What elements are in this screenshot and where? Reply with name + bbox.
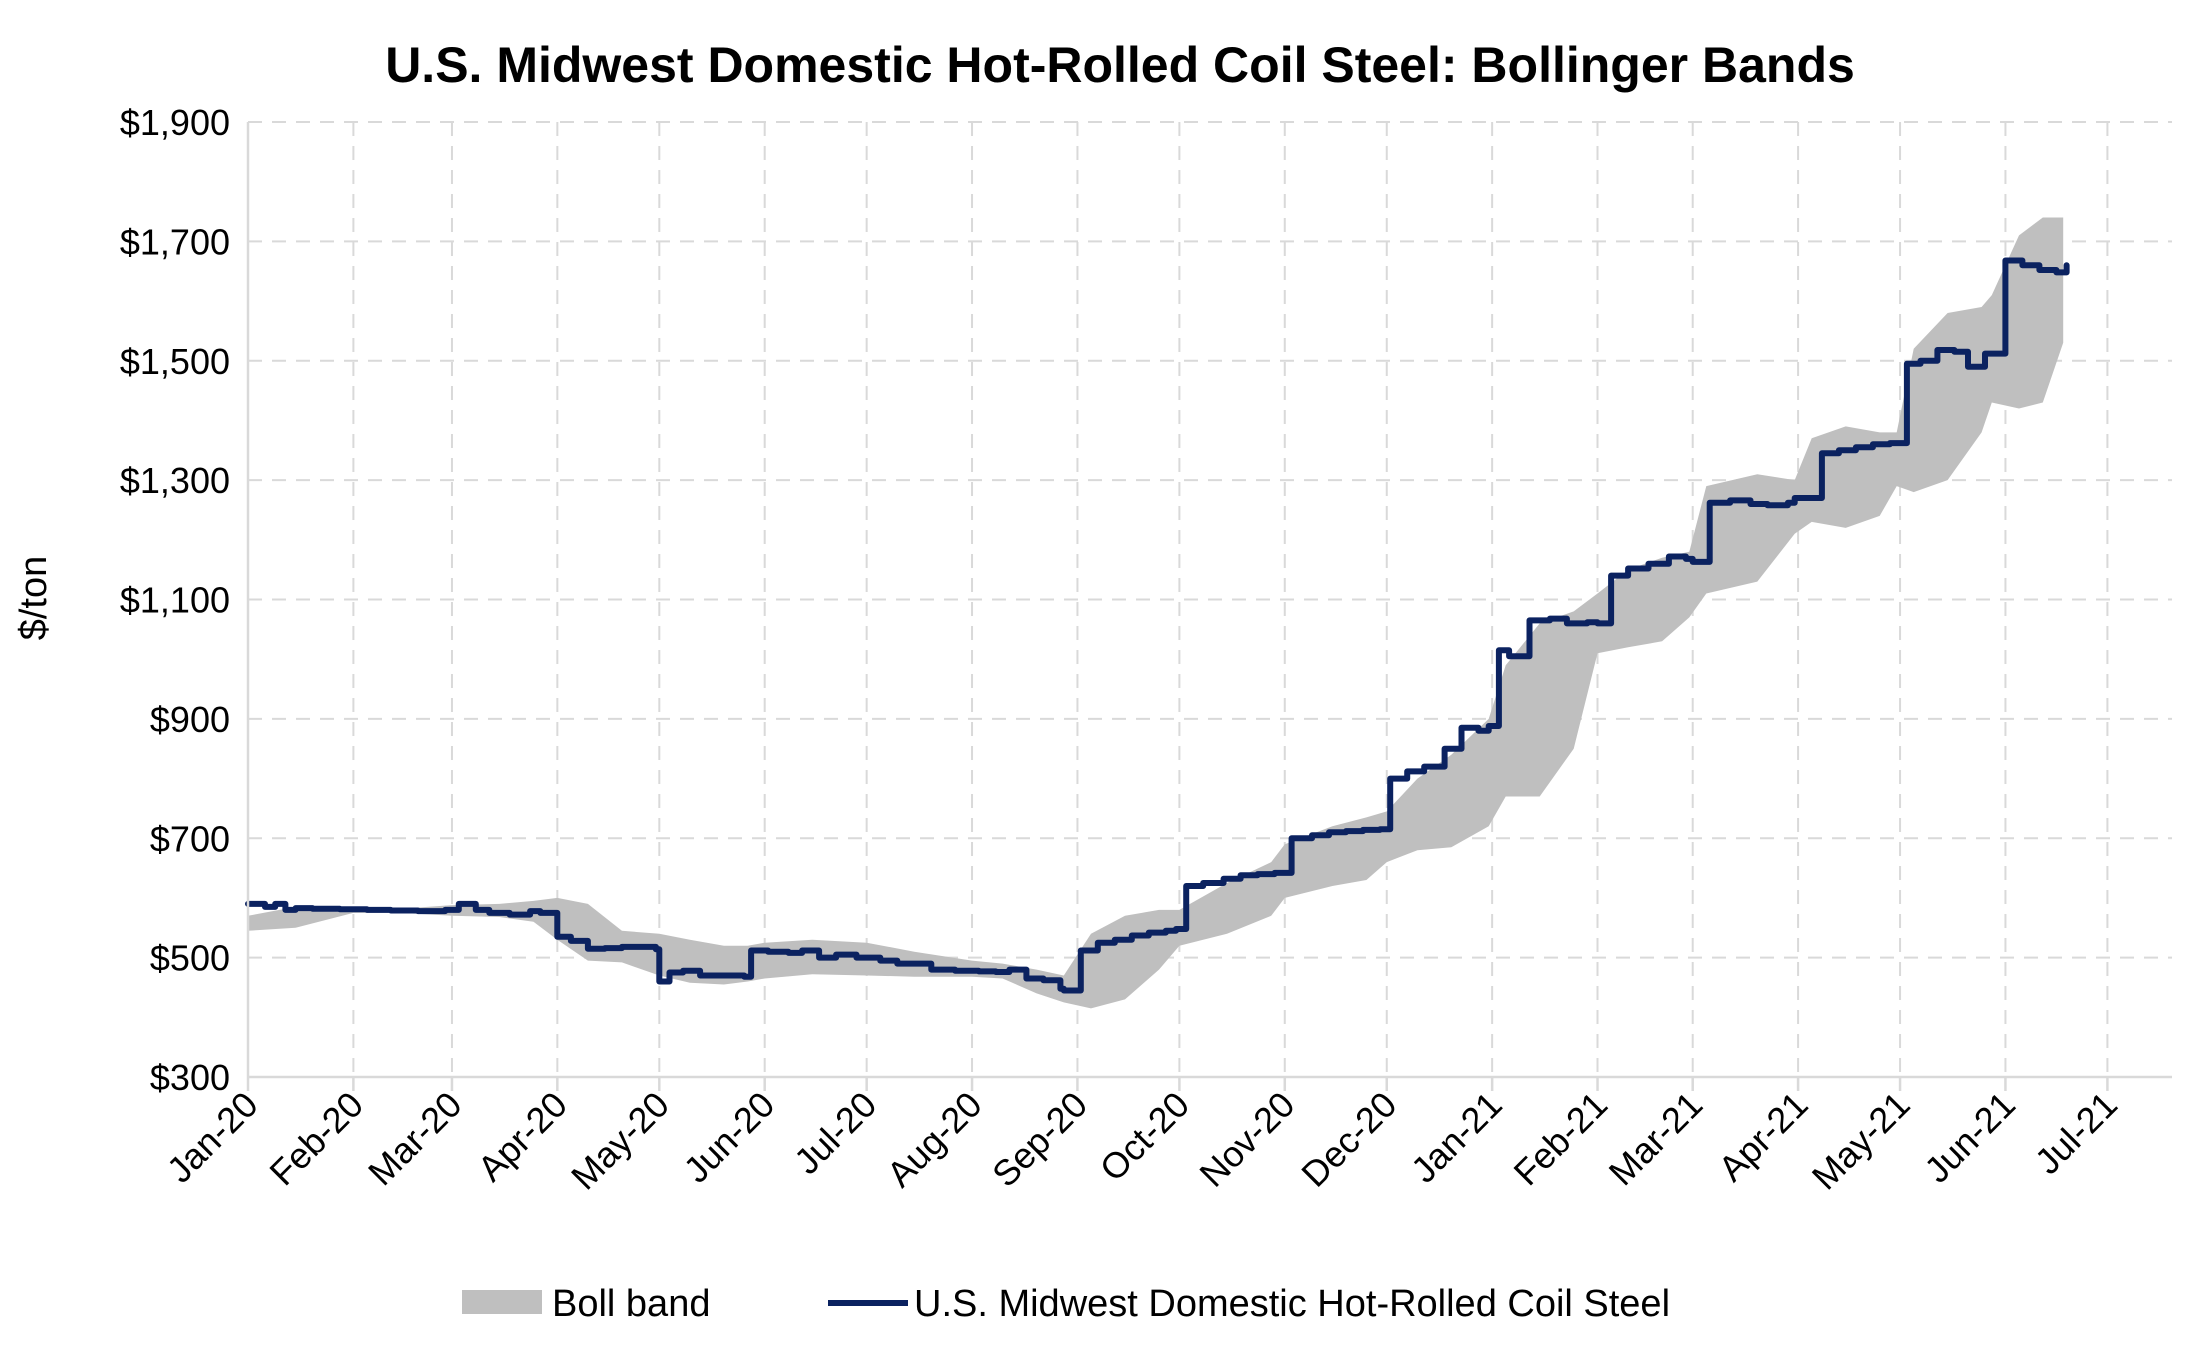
x-tick-label: Jun-21 xyxy=(1916,1084,2023,1191)
legend: Boll band U.S. Midwest Domestic Hot-Rolle… xyxy=(462,1283,1670,1325)
x-tick-label: Sep-20 xyxy=(984,1084,1095,1195)
x-tick-label: Mar-21 xyxy=(1601,1084,1711,1194)
x-tick-label: Jul-20 xyxy=(786,1084,884,1182)
y-axis-ticks: $300 $500 $700 $900 $1,100 $1,300 $1,500 $1,700… xyxy=(120,102,230,1098)
x-tick-label: Oct-20 xyxy=(1092,1084,1197,1189)
chart-title: U.S. Midwest Domestic Hot-Rolled Coil St… xyxy=(385,37,1855,93)
x-tick-label: Aug-20 xyxy=(879,1084,990,1195)
legend-swatch-boll-band xyxy=(462,1290,542,1314)
y-tick-label: $300 xyxy=(150,1057,230,1098)
y-tick-label: $700 xyxy=(150,818,230,859)
x-tick-label: Jan-21 xyxy=(1403,1084,1510,1191)
x-tick-label: Apr-21 xyxy=(1710,1084,1815,1189)
y-tick-label: $1,500 xyxy=(120,341,230,382)
boll-band-area xyxy=(248,217,2064,1009)
x-tick-label: Jun-20 xyxy=(676,1084,783,1191)
axes xyxy=(246,122,2172,1091)
boll-band xyxy=(248,217,2064,1009)
x-tick-label: May-20 xyxy=(563,1084,677,1198)
legend-label-price-line: U.S. Midwest Domestic Hot-Rolled Coil St… xyxy=(914,1283,1670,1325)
x-tick-label: Feb-20 xyxy=(261,1084,371,1194)
x-tick-label: Apr-20 xyxy=(470,1084,575,1189)
price-line xyxy=(245,257,2070,994)
x-tick-label: Nov-20 xyxy=(1191,1084,1302,1195)
y-tick-label: $500 xyxy=(150,938,230,979)
x-tick-label: May-21 xyxy=(1804,1084,1918,1198)
legend-label-boll-band: Boll band xyxy=(552,1283,710,1325)
x-tick-label: Mar-20 xyxy=(360,1084,470,1194)
y-tick-label: $900 xyxy=(150,699,230,740)
x-tick-label: Dec-20 xyxy=(1293,1084,1404,1195)
y-axis-label: $/ton xyxy=(13,556,55,641)
x-tick-label: Jan-20 xyxy=(159,1084,266,1191)
y-tick-label: $1,700 xyxy=(120,221,230,262)
price-line-layer xyxy=(245,257,2070,994)
y-tick-label: $1,900 xyxy=(120,102,230,143)
y-tick-label: $1,100 xyxy=(120,580,230,621)
x-tick-label: Jul-21 xyxy=(2027,1084,2125,1182)
y-tick-label: $1,300 xyxy=(120,460,230,501)
x-tick-label: Feb-21 xyxy=(1506,1084,1616,1194)
grid-lines xyxy=(248,121,2172,1077)
